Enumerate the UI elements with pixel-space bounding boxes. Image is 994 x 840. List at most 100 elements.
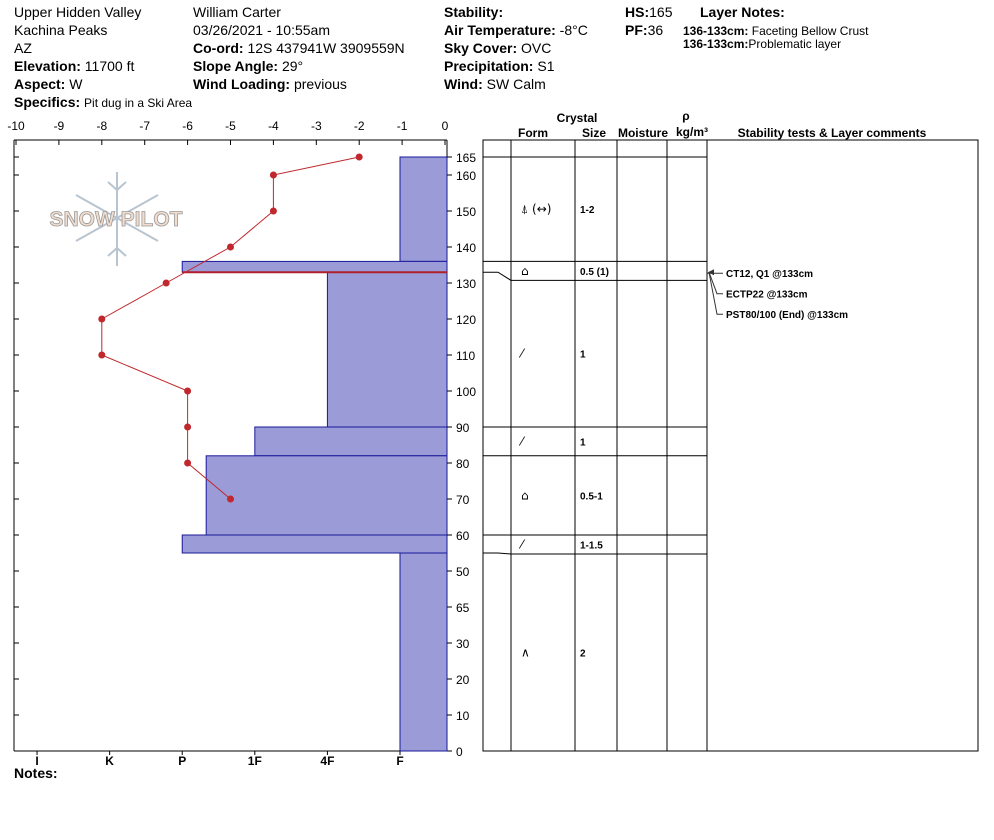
crystal-size: 1 [580,350,586,361]
hardness-tick-label: F [396,754,403,768]
x-tick-label: -6 [182,119,193,133]
aspect: Aspect: W [14,76,83,92]
wind: Wind: SW Calm [444,76,546,92]
specifics: Specifics: Pit dug in a Ski Area [14,94,192,110]
value: 165 [649,4,673,20]
datetime: 03/26/2021 - 10:55am [193,22,330,38]
label: Specifics: [14,94,80,110]
y-tick-label: 120 [456,313,476,327]
label: Co-ord: [193,40,244,56]
y-tick-label: 70 [456,493,470,507]
label: Wind Loading: [193,76,290,92]
crystal-size: 1-1.5 [580,541,603,552]
value: 36 [648,22,664,38]
label: Air Temperature: [444,22,556,38]
col-header: Moisture [618,126,668,140]
label: PF: [625,22,648,38]
label: HS: [625,4,649,20]
range: 136-133cm: [683,24,748,38]
hardness-tick-label: 4F [320,754,334,768]
crystal-form: ⌂ [521,488,529,502]
wind-loading: Wind Loading: previous [193,76,347,92]
x-tick-label: -5 [225,119,236,133]
label: Elevation: [14,58,81,74]
y-tick-label: 80 [456,457,470,471]
layer-note: 136-133cm:Problematic layer [683,37,841,51]
temperature-point [269,171,277,179]
location: AZ [14,40,32,56]
value: 12S 437941W 3909559N [247,40,404,56]
note: Problematic layer [748,37,841,51]
y-tick-label: 65 [456,601,470,615]
col-header: kg/m³ [676,125,708,139]
pf: PF:36 [625,22,663,38]
crystal-form: ⌂ [521,264,529,278]
frames [13,139,979,752]
coord: Co-ord: 12S 437941W 3909559N [193,40,405,56]
crystal-form: ⁄ [518,538,526,552]
logo-flake [75,172,159,266]
value: 29° [282,58,303,74]
col-header: Form [518,126,548,140]
crystal-form: ⍋ (↔) [521,202,551,216]
temperature-point [184,423,192,431]
crystal-size: 1-2 [580,205,595,216]
stability: Stability: [444,4,503,20]
y-tick-label: 160 [456,169,476,183]
value: previous [294,76,347,92]
layer-connector [483,271,512,281]
location: Kachina Peaks [14,22,107,38]
temperature-point [184,387,192,395]
y-tick-label: 100 [456,385,476,399]
label: Aspect: [14,76,65,92]
temperature-point [227,243,234,251]
stability-test: PST80/100 (End) @133cm [726,310,848,321]
hardness-bar [399,552,448,752]
stability-arrow [708,272,723,315]
x-tick-label: -2 [354,119,365,133]
hs: HS:165 [625,4,673,20]
value: W [69,76,83,92]
value: Pit dug in a Ski Area [84,96,192,110]
sky: Sky Cover: OVC [444,40,551,56]
y-tick-label: 165 [456,151,476,165]
location: Upper Hidden Valley [14,4,141,20]
crystal-size: 0.5-1 [580,491,603,502]
crystal-form: ⁄ [518,434,526,448]
precip: Precipitation: S1 [444,58,555,74]
value: S1 [537,58,554,74]
label: Slope Angle: [193,58,278,74]
hardness-tick-label: I [35,754,38,768]
label: Precipitation: [444,58,533,74]
crystal-size: 1 [580,437,586,448]
temperature-point [227,495,234,503]
crystal-form: ∧ [521,646,530,660]
layer-notes-title: Layer Notes: [700,4,785,20]
y-tick-label: 10 [456,709,470,723]
y-tick-label: 0 [456,745,463,759]
hardness-tick-label: P [178,754,186,768]
y-tick-label: 30 [456,637,470,651]
crystal-size: 0.5 (1) [580,267,609,278]
elevation: Elevation: 11700 ft [14,58,134,74]
notes-label: Notes: [14,765,58,781]
y-tick-label: 20 [456,673,470,687]
y-tick-label: 90 [456,421,470,435]
hardness-bar [399,156,448,262]
air-temp: Air Temperature: -8°C [444,22,588,38]
label: Sky Cover: [444,40,517,56]
y-tick-label: 140 [456,241,476,255]
hardness-bar [205,455,448,536]
hardness-tick-label: K [105,754,114,768]
y-tick-label: 150 [456,205,476,219]
value: SW Calm [487,76,546,92]
y-tick-label: 60 [456,529,470,543]
stability-arrowhead [708,269,714,276]
slope: Slope Angle: 29° [193,58,303,74]
temperature-point [162,279,170,287]
x-tick-label: -7 [139,119,150,133]
hardness-bar [181,260,448,273]
col-header: Crystal [557,111,598,125]
